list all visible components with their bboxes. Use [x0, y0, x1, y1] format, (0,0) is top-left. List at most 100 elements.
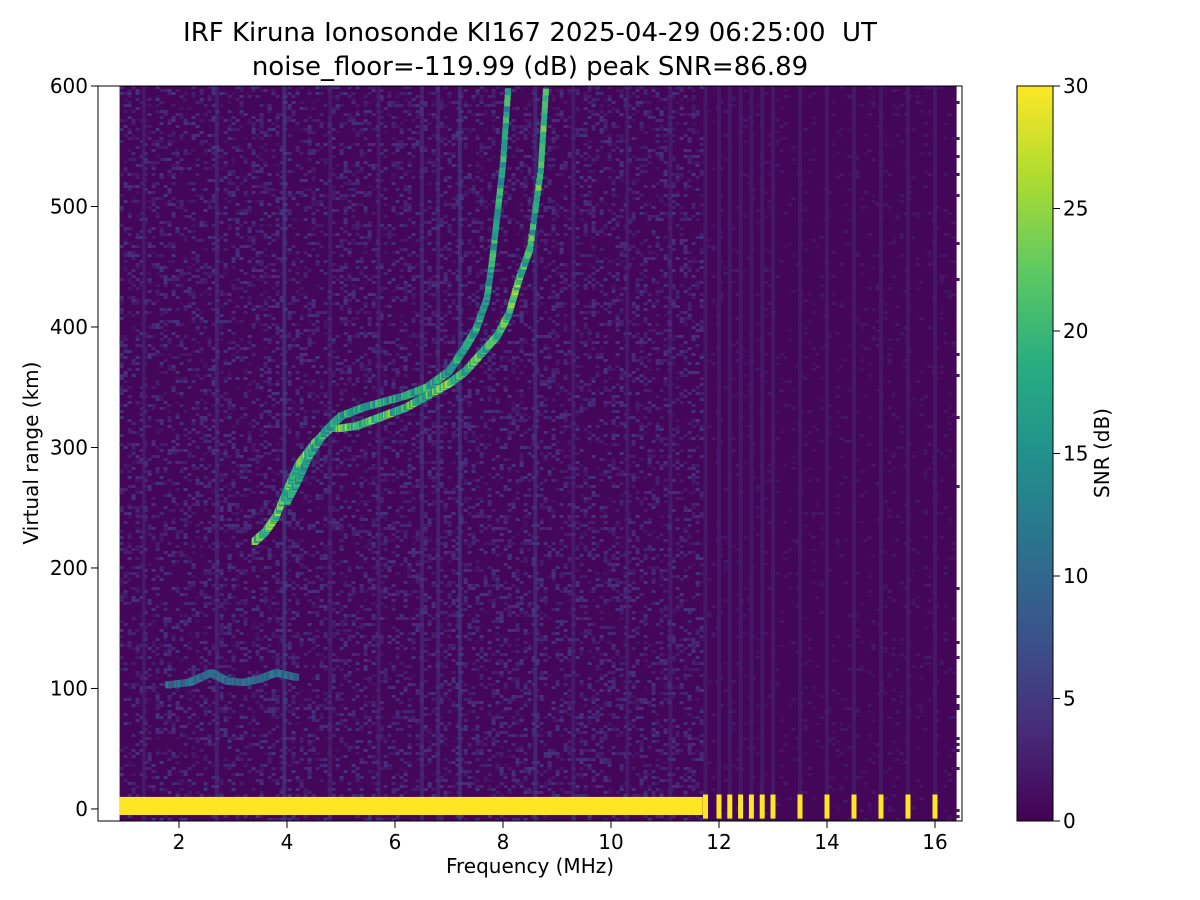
echo-trace-point: [538, 160, 545, 168]
echo-trace-point: [537, 172, 544, 180]
colorbar-tick-label: 10: [1063, 564, 1088, 588]
echo-trace-point: [539, 136, 546, 144]
interference-stripe: [420, 86, 424, 821]
echo-trace-point: [533, 200, 540, 208]
echo-trace-point: [529, 228, 536, 236]
x-tick-label: 14: [814, 830, 839, 854]
sample-stripe: [798, 86, 802, 821]
interference-stripe: [282, 86, 287, 821]
echo-trace-point: [501, 138, 508, 146]
sample-stripe: [771, 86, 775, 821]
echo-trace-point: [537, 166, 544, 174]
x-tick-label: 8: [497, 830, 510, 854]
sample-stripe: [879, 86, 883, 821]
echo-trace-point: [542, 100, 549, 108]
echo-trace-point: [502, 127, 509, 135]
ground-pulse: [797, 794, 803, 819]
interference-stripe: [436, 86, 441, 821]
ground-pulse: [716, 794, 722, 819]
y-axis-label: Virtual range (km): [19, 362, 43, 545]
echo-trace-point: [540, 130, 547, 138]
ground-pulse: [738, 794, 744, 819]
chart-subtitle: noise_floor=-119.99 (dB) peak SNR=86.89: [251, 52, 809, 82]
interference-stripe: [625, 86, 630, 821]
ground-pulse: [851, 794, 857, 819]
echo-trace-point: [540, 118, 547, 126]
colorbar-tick-label: 15: [1063, 442, 1088, 466]
ground-pulse: [748, 794, 754, 819]
interference-stripe: [457, 86, 462, 821]
interference-stripe: [571, 86, 576, 821]
echo-trace-point: [540, 124, 547, 132]
y-tick-label: 100: [50, 676, 88, 700]
colorbar-tick-label: 25: [1063, 197, 1088, 221]
echo-trace-point: [527, 239, 534, 247]
ground-pulse: [932, 794, 938, 819]
sample-stripe: [703, 86, 708, 821]
echo-trace-point: [500, 149, 507, 157]
echo-trace-point: [539, 142, 546, 150]
ground-pulse: [727, 794, 733, 819]
interference-stripe: [376, 86, 381, 821]
echo-trace-point: [542, 88, 549, 96]
echo-trace-point: [530, 217, 537, 225]
sample-stripe: [760, 86, 765, 821]
sample-stripe: [717, 86, 721, 821]
chart-title: IRF Kiruna Ionosonde KI167 2025-04-29 06…: [183, 18, 877, 48]
interference-stripe: [214, 86, 219, 821]
echo-trace-point: [538, 154, 545, 162]
x-tick-label: 4: [281, 830, 294, 854]
echo-trace-point: [534, 189, 541, 197]
sample-stripe: [727, 86, 732, 821]
plot-frame: [97, 85, 963, 822]
echo-trace-point: [541, 106, 548, 114]
echo-trace-point: [531, 211, 538, 219]
ground-pulse: [703, 794, 708, 819]
echo-trace-point: [504, 93, 511, 101]
x-axis: 2 4 6 8 10 12 14 16: [173, 821, 948, 854]
echo-trace-point: [293, 673, 300, 681]
echo-trace-point: [501, 144, 508, 152]
y-tick-label: 500: [50, 194, 88, 218]
ground-pulse: [905, 794, 911, 819]
echo-trace-point: [533, 194, 540, 202]
x-axis-label: Frequency (MHz): [446, 854, 614, 878]
echo-trace-point: [502, 121, 509, 129]
echo-trace-point: [528, 233, 535, 241]
y-tick-label: 400: [50, 315, 88, 339]
heatmap-layer: [119, 86, 960, 821]
echo-trace-point: [503, 110, 510, 118]
echo-trace-point: [500, 155, 507, 163]
y-tick-label: 200: [50, 556, 88, 580]
ground-pulse: [878, 794, 884, 819]
ground-pulse: [824, 794, 830, 819]
colorbar: [1017, 86, 1053, 821]
interference-stripe: [533, 86, 538, 821]
echo-trace-point: [535, 183, 542, 191]
ground-echo-band: [119, 796, 703, 815]
echo-trace-point: [527, 245, 533, 253]
echo-trace-point: [530, 222, 537, 230]
y-tick-label: 600: [50, 74, 88, 98]
interference-stripe: [328, 86, 333, 821]
echo-trace-point: [536, 178, 543, 186]
colorbar-tick-label: 20: [1063, 319, 1088, 343]
x-tick-label: 2: [173, 830, 186, 854]
echo-trace-point: [541, 112, 548, 120]
y-axis: 0 100 200 300 400 500 600: [50, 74, 98, 821]
echo-trace-point: [542, 94, 549, 102]
y-tick-label: 300: [50, 435, 88, 459]
y-tick-label: 0: [75, 797, 88, 821]
sample-stripe: [852, 86, 856, 821]
sample-stripe: [933, 86, 937, 821]
sample-stripe: [749, 86, 754, 821]
echo-trace-point: [532, 206, 539, 214]
x-tick-label: 6: [389, 830, 402, 854]
ground-pulse: [770, 794, 776, 819]
x-tick-label: 12: [706, 830, 731, 854]
interference-stripe: [668, 86, 673, 821]
sample-stripe: [738, 86, 743, 821]
ground-pulse: [759, 794, 765, 819]
